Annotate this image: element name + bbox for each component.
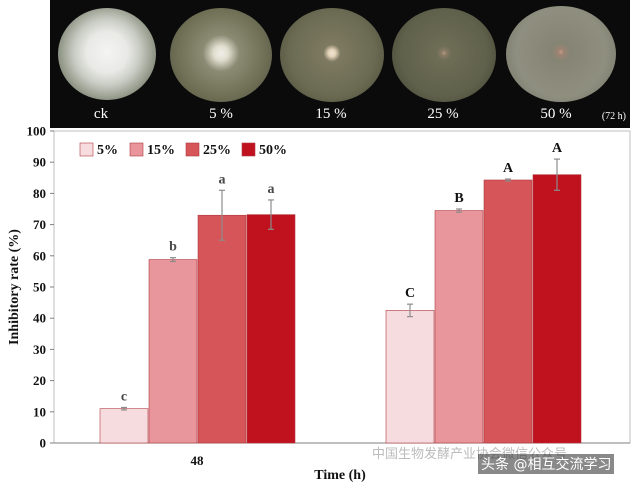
significance-label: a xyxy=(268,182,275,197)
dish-label-50-percent: 50 % xyxy=(540,106,572,122)
legend-swatch xyxy=(241,142,256,157)
petri-dish-5-percent xyxy=(170,8,272,102)
y-axis-title: Inhibitory rate (%) xyxy=(7,229,22,345)
bar xyxy=(246,214,296,444)
dish-label-ck: ck xyxy=(93,106,109,122)
y-tick-label: 40 xyxy=(33,311,46,326)
bar xyxy=(532,174,582,444)
significance-label-group: c Cb Ba Aa A xyxy=(121,141,563,404)
dish-label-15-percent: 15 % xyxy=(315,106,347,122)
bar xyxy=(483,179,533,444)
legend-swatch xyxy=(185,142,200,157)
y-tick-label: 90 xyxy=(33,155,46,170)
y-tick-label: 70 xyxy=(33,217,46,232)
significance-label: B xyxy=(454,191,463,206)
incubation-time-note: (72 h) xyxy=(601,111,626,122)
legend-label: 5% xyxy=(97,143,118,158)
petri-dish-25-percent xyxy=(392,8,496,102)
significance-label: A xyxy=(552,141,563,156)
bar xyxy=(385,310,435,444)
dish-label-5-percent: 5 % xyxy=(209,106,233,122)
y-tick-label: 0 xyxy=(40,436,47,451)
bar xyxy=(99,408,149,444)
significance-label: c xyxy=(121,389,127,404)
bar xyxy=(434,210,484,444)
petri-dish-50-percent xyxy=(506,6,616,102)
significance-label: b xyxy=(169,240,177,255)
petri-dish-15-percent xyxy=(280,8,384,102)
y-tick-label: 10 xyxy=(33,404,46,419)
legend-label: 25% xyxy=(203,143,231,158)
y-axis-ticks: 0 10 20 30 40 50 60 70 80 90 100 xyxy=(27,124,54,451)
y-tick-label: 20 xyxy=(33,373,46,388)
y-tick-label: 50 xyxy=(33,280,46,295)
y-tick-label: 100 xyxy=(27,124,47,139)
x-axis-title: Time (h) xyxy=(314,468,366,483)
petri-dish-photo-strip: ck 5 % 15 % 25 % 50 % (72 h) xyxy=(50,0,630,128)
bar xyxy=(148,259,198,444)
legend-swatch xyxy=(129,142,144,157)
significance-label: a xyxy=(219,172,226,187)
bar xyxy=(197,214,247,444)
legend-swatch xyxy=(79,142,94,157)
y-tick-label: 30 xyxy=(33,342,46,357)
legend-label: 50% xyxy=(259,143,287,158)
credit-badge: 头条 @相互交流学习 xyxy=(478,454,615,474)
x-tick-label-48: 48 xyxy=(191,453,205,468)
petri-dish-ck xyxy=(58,8,156,100)
significance-label: C xyxy=(405,286,415,301)
bar-group xyxy=(99,174,582,444)
legend: 5% 15% 25% 50% xyxy=(79,142,287,158)
dish-label-25-percent: 25 % xyxy=(427,106,459,122)
significance-label: A xyxy=(503,161,514,176)
y-tick-label: 80 xyxy=(33,186,46,201)
error-bar-group xyxy=(121,158,560,411)
y-tick-label: 60 xyxy=(33,248,46,263)
legend-label: 15% xyxy=(147,143,175,158)
